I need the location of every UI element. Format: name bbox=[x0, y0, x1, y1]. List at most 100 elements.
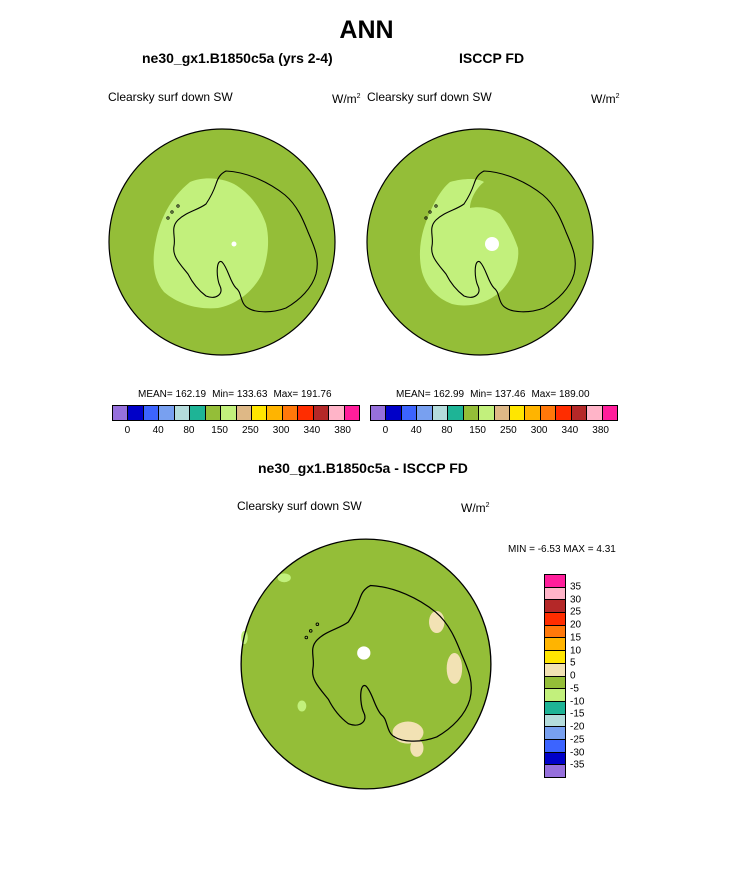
main-title: ANN bbox=[339, 16, 394, 44]
island bbox=[170, 210, 174, 214]
map-diff bbox=[240, 538, 492, 790]
colorbar-swatch bbox=[401, 406, 418, 420]
colorbar-swatch bbox=[143, 406, 160, 420]
variable-label-model: Clearsky surf down SW bbox=[108, 90, 233, 104]
colorbar-labels-obs: 0 40 80 150 250 300 340 380 bbox=[370, 425, 616, 439]
island bbox=[308, 629, 313, 633]
colorbar-tick-label: 0 bbox=[570, 670, 576, 682]
colorbar-tick-label: 250 bbox=[242, 425, 259, 436]
coastline bbox=[312, 584, 472, 742]
colorbar-tick-label: 30 bbox=[570, 594, 582, 605]
min-value: Min= 133.63 bbox=[212, 389, 268, 400]
colorbar-swatch bbox=[113, 406, 129, 420]
negative-region bbox=[297, 700, 307, 712]
colorbar-swatch bbox=[525, 406, 541, 420]
colorbar-swatch bbox=[298, 406, 314, 420]
island bbox=[424, 216, 428, 220]
panel-title-model: ne30_gx1.B1850c5a (yrs 2-4) bbox=[142, 50, 333, 66]
light-region bbox=[153, 178, 269, 309]
colorbar-tick-label: 380 bbox=[592, 425, 609, 436]
panel-title-obs: ISCCP FD bbox=[459, 50, 525, 66]
colorbar-tick-label: -15 bbox=[570, 708, 585, 720]
colorbar-swatch bbox=[344, 406, 359, 420]
colorbar-tick-label: 0 bbox=[124, 425, 131, 436]
colorbar-swatch bbox=[540, 406, 557, 420]
colorbar-swatch bbox=[602, 406, 617, 420]
colorbar-swatch bbox=[571, 406, 588, 420]
colorbar-diff bbox=[544, 574, 566, 778]
colorbar-swatch bbox=[545, 600, 565, 614]
colorbar-swatch bbox=[282, 406, 299, 420]
colorbar-swatch bbox=[556, 406, 572, 420]
colorbar-swatch bbox=[386, 406, 402, 420]
map-border bbox=[240, 538, 492, 790]
colorbar-swatch bbox=[205, 406, 222, 420]
positive-region bbox=[446, 652, 463, 684]
minmax-diff: MIN = -6.53 MAX = 4.31 bbox=[508, 544, 616, 555]
colorbar-swatch bbox=[432, 406, 449, 420]
panel-title-diff: ne30_gx1.B1850c5a - ISCCP FD bbox=[258, 460, 468, 476]
island bbox=[434, 204, 438, 208]
island bbox=[176, 204, 180, 208]
stats-obs: MEAN= 162.99 Min= 137.46 Max= 189.00 bbox=[396, 389, 596, 400]
stats-model: MEAN= 162.19 Min= 133.63 Max= 191.76 bbox=[138, 389, 338, 400]
light-region bbox=[419, 179, 519, 306]
colorbar-tick-label: 35 bbox=[570, 581, 582, 593]
colorbar-swatch bbox=[545, 727, 565, 740]
map-model bbox=[108, 128, 336, 356]
colorbar-tick-label: -25 bbox=[570, 734, 585, 746]
colorbar-tick-label: 20 bbox=[570, 619, 582, 631]
colorbar-swatch bbox=[329, 406, 345, 420]
colorbar-obs bbox=[370, 405, 618, 421]
variable-label-diff: Clearsky surf down SW bbox=[237, 499, 362, 513]
colorbar-swatch bbox=[545, 613, 565, 626]
colorbar-swatch bbox=[545, 765, 565, 777]
island bbox=[166, 216, 170, 220]
positive-region bbox=[392, 721, 424, 744]
colorbar-swatch bbox=[221, 406, 237, 420]
colorbar-tick-label: 340 bbox=[561, 425, 579, 436]
units-label-obs: W/m2 bbox=[591, 92, 620, 106]
coastline bbox=[431, 170, 576, 313]
pole-hole bbox=[357, 646, 371, 660]
colorbar-swatch bbox=[463, 406, 480, 420]
colorbar-swatch bbox=[190, 406, 206, 420]
coastline bbox=[173, 170, 318, 313]
colorbar-swatch bbox=[545, 575, 565, 588]
min-value: Min= 137.46 bbox=[470, 389, 526, 400]
island bbox=[304, 635, 309, 640]
colorbar-tick-label: 300 bbox=[530, 425, 548, 436]
colorbar-swatch bbox=[545, 651, 565, 664]
colorbar-swatch bbox=[448, 406, 464, 420]
colorbar-tick-label: 40 bbox=[410, 425, 422, 436]
units-label-model: W/m2 bbox=[332, 92, 361, 106]
colorbar-swatch bbox=[545, 625, 565, 639]
colorbar-swatch bbox=[159, 406, 175, 420]
colorbar-tick-label: -20 bbox=[570, 721, 585, 733]
max-value: Max= 189.00 bbox=[531, 389, 590, 400]
colorbar-swatch bbox=[128, 406, 144, 420]
colorbar-tick-label: -35 bbox=[570, 759, 585, 771]
colorbar-tick-label: 250 bbox=[500, 425, 517, 436]
colorbar-labels-model: 0 40 80 150 250 300 340 380 bbox=[112, 425, 358, 439]
mean-value: MEAN= 162.19 bbox=[138, 389, 207, 400]
colorbar-labels-diff: 35 30 25 20 15 10 5 0 -5 -10 -15 -20 -25 -30 -35 bbox=[570, 574, 610, 778]
colorbar-tick-label: 80 bbox=[183, 425, 195, 436]
colorbar-swatch bbox=[267, 406, 283, 420]
units-label-diff: W/m2 bbox=[461, 501, 490, 515]
colorbar-swatch bbox=[545, 739, 565, 753]
colorbar-swatch bbox=[545, 689, 565, 702]
colorbar-model bbox=[112, 405, 360, 421]
colorbar-swatch bbox=[545, 587, 565, 601]
colorbar-tick-label: 150 bbox=[211, 425, 228, 436]
colorbar-tick-label: 5 bbox=[570, 657, 576, 669]
colorbar-swatch bbox=[174, 406, 191, 420]
colorbar-swatch bbox=[587, 406, 603, 420]
colorbar-swatch bbox=[313, 406, 330, 420]
colorbar-swatch bbox=[479, 406, 495, 420]
negative-region bbox=[277, 573, 291, 583]
pole-hole bbox=[231, 241, 237, 247]
colorbar-swatch bbox=[545, 663, 565, 677]
island bbox=[315, 622, 320, 626]
colorbar-tick-label: 80 bbox=[441, 425, 453, 436]
